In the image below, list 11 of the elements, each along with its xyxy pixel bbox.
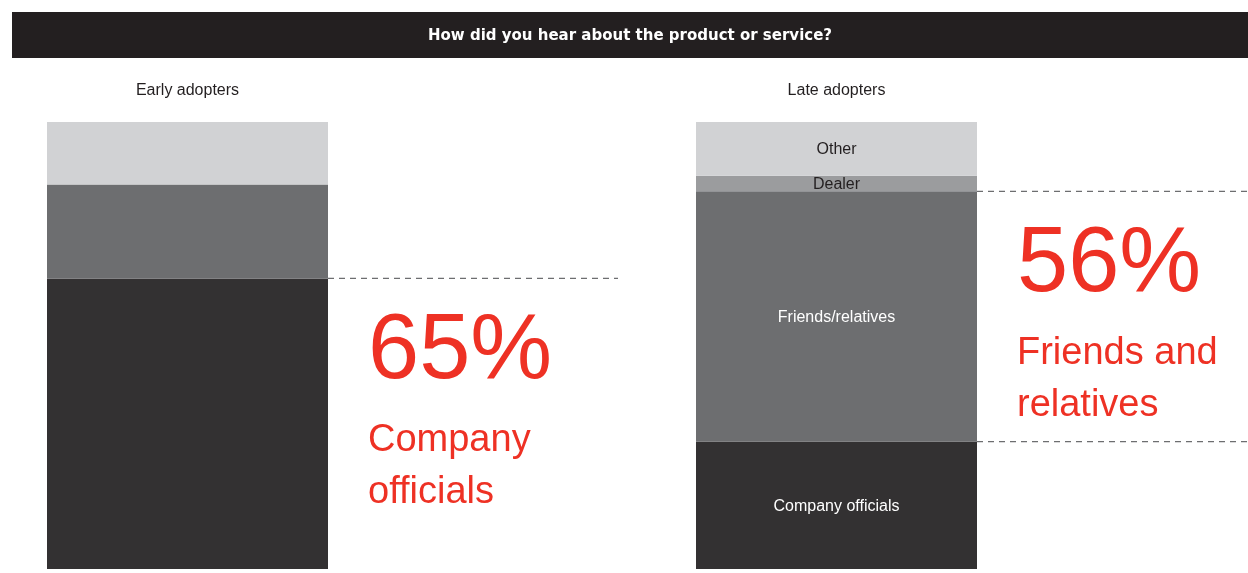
x-tick-label: Late adopters bbox=[787, 80, 886, 98]
series-label: Other bbox=[816, 140, 858, 158]
series-label: Friends/relatives bbox=[777, 307, 896, 325]
chart-title: How did you hear about the product or service? bbox=[12, 12, 1248, 58]
annotation: 65% bbox=[368, 295, 553, 398]
annotation: Company officials bbox=[368, 417, 531, 512]
annotation: 56% bbox=[1017, 208, 1202, 311]
series-label: Company officials bbox=[773, 496, 900, 514]
series-label: Dealer bbox=[812, 174, 861, 192]
annotation: Friends and relatives bbox=[1017, 330, 1218, 425]
x-tick-label: Early adopters bbox=[135, 80, 240, 98]
